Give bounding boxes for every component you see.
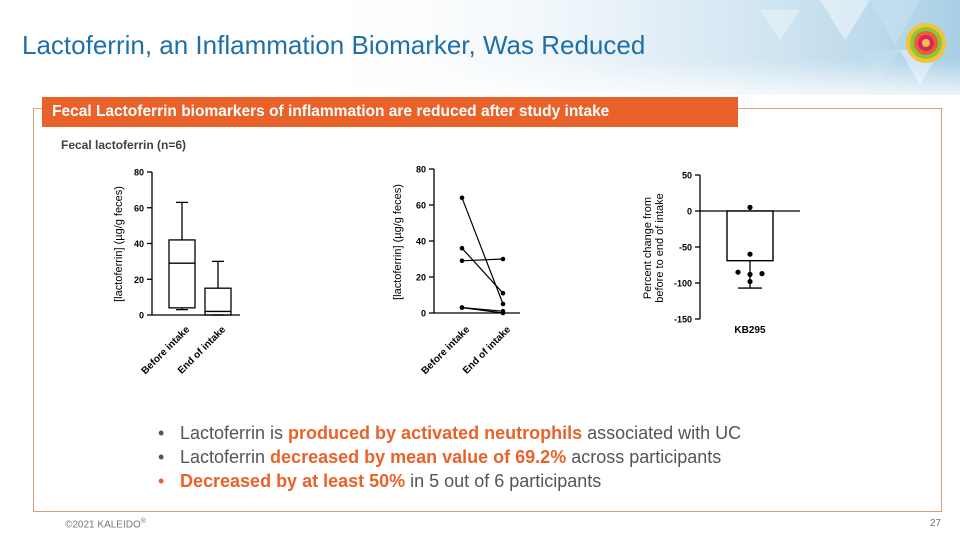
kaleido-logo-icon bbox=[906, 23, 946, 63]
y-tick-label: 20 bbox=[134, 275, 144, 285]
data-point bbox=[459, 305, 465, 310]
banner: Fecal Lactoferrin biomarkers of inflamma… bbox=[42, 97, 738, 127]
bullet-item: • Lactoferrin is produced by activated ne… bbox=[158, 423, 742, 443]
data-point bbox=[747, 251, 753, 257]
data-point bbox=[747, 278, 753, 285]
series-line bbox=[461, 197, 504, 305]
percent-change-bar-chart: Percent change from before to end of int… bbox=[642, 171, 800, 336]
data-point bbox=[500, 256, 506, 262]
data-point bbox=[459, 258, 465, 264]
x-category-label: KB295 bbox=[734, 325, 766, 336]
data-point bbox=[747, 204, 753, 210]
series-line bbox=[461, 247, 504, 294]
page-title: Lactoferrin, an Inflammation Biomarker, … bbox=[22, 30, 646, 60]
y-axis-label: [lactoferrin] (µg/g feces) bbox=[392, 184, 404, 300]
bullet-dot-icon: • bbox=[158, 471, 165, 491]
data-point bbox=[500, 290, 506, 296]
y-tick-label: 0 bbox=[421, 309, 426, 319]
y-tick-label: 40 bbox=[416, 237, 426, 247]
y-tick-label: -50 bbox=[679, 243, 692, 253]
y-axis-label-line1: Percent change from bbox=[642, 197, 654, 299]
bullet-item: • Lactoferrin decreased by mean value of … bbox=[158, 447, 722, 467]
box bbox=[168, 239, 196, 309]
series-line bbox=[461, 258, 504, 262]
bullet-list: • Lactoferrin is produced by activated ne… bbox=[158, 421, 741, 493]
y-tick-label: 40 bbox=[134, 239, 144, 249]
data-point bbox=[759, 271, 765, 277]
y-axis-label-line2: before to end of intake bbox=[654, 193, 666, 302]
page-number: 27 bbox=[930, 518, 942, 529]
data-point bbox=[459, 195, 465, 201]
y-tick-label: 20 bbox=[416, 273, 426, 283]
chart-subhead: Fecal lactoferrin (n=6) bbox=[61, 138, 187, 152]
data-point bbox=[500, 301, 506, 307]
data-point bbox=[735, 269, 741, 275]
data-point bbox=[500, 308, 506, 314]
paired-line-chart: [lactoferrin] (µg/g feces) 020406080Befo… bbox=[392, 165, 520, 377]
series-line bbox=[461, 307, 504, 312]
y-tick-label: -150 bbox=[674, 315, 692, 325]
y-tick-label: 60 bbox=[416, 201, 426, 211]
y-tick-label: 80 bbox=[416, 165, 426, 175]
data-point bbox=[747, 271, 753, 277]
bullet-dot-icon: • bbox=[158, 447, 165, 467]
box-plot-chart: [lactoferrin] (µg/g feces) 020406080Befo… bbox=[113, 168, 240, 377]
y-tick-label: 80 bbox=[134, 168, 144, 178]
copyright: ©2021 KALEIDO® bbox=[65, 518, 146, 531]
bullet-dot-icon: • bbox=[158, 423, 165, 443]
y-tick-label: -100 bbox=[674, 279, 692, 289]
y-axis-label: [lactoferrin] (µg/g feces) bbox=[113, 186, 125, 302]
y-tick-label: 60 bbox=[134, 203, 144, 213]
y-tick-label: 50 bbox=[682, 171, 692, 181]
data-point bbox=[459, 245, 465, 251]
y-tick-label: 0 bbox=[139, 311, 144, 321]
bullet-item: • Decreased by at least 50% in 5 out of 6… bbox=[158, 471, 602, 491]
y-tick-label: 0 bbox=[687, 207, 692, 217]
